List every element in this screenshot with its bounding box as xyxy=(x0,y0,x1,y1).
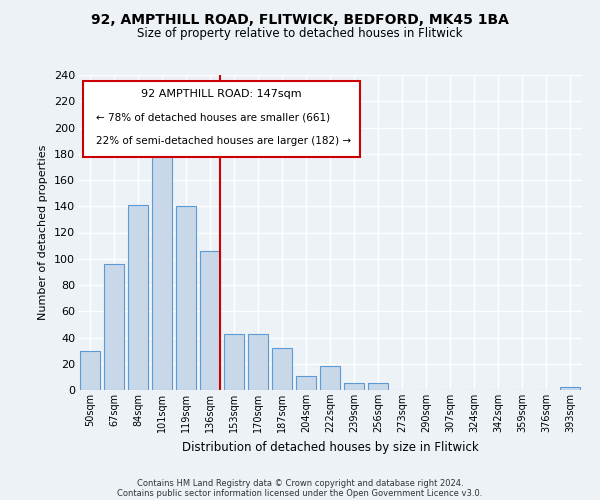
Bar xyxy=(224,334,244,390)
Bar xyxy=(344,384,364,390)
Bar xyxy=(152,147,172,390)
Text: 92, AMPTHILL ROAD, FLITWICK, BEDFORD, MK45 1BA: 92, AMPTHILL ROAD, FLITWICK, BEDFORD, MK… xyxy=(91,12,509,26)
Bar xyxy=(176,206,196,390)
Bar xyxy=(200,251,220,390)
Bar xyxy=(296,376,316,390)
Text: ← 78% of detached houses are smaller (661): ← 78% of detached houses are smaller (66… xyxy=(95,113,330,123)
Bar xyxy=(104,264,124,390)
Bar xyxy=(248,334,268,390)
Bar xyxy=(128,205,148,390)
Bar xyxy=(272,348,292,390)
Text: Size of property relative to detached houses in Flitwick: Size of property relative to detached ho… xyxy=(137,28,463,40)
X-axis label: Distribution of detached houses by size in Flitwick: Distribution of detached houses by size … xyxy=(182,440,478,454)
Text: Contains HM Land Registry data © Crown copyright and database right 2024.: Contains HM Land Registry data © Crown c… xyxy=(137,478,463,488)
Text: 22% of semi-detached houses are larger (182) →: 22% of semi-detached houses are larger (… xyxy=(95,136,351,146)
Text: Contains public sector information licensed under the Open Government Licence v3: Contains public sector information licen… xyxy=(118,488,482,498)
Bar xyxy=(560,388,580,390)
Bar xyxy=(368,384,388,390)
Text: 92 AMPTHILL ROAD: 147sqm: 92 AMPTHILL ROAD: 147sqm xyxy=(142,89,302,99)
Bar xyxy=(320,366,340,390)
FancyBboxPatch shape xyxy=(83,82,360,157)
Bar xyxy=(80,350,100,390)
Y-axis label: Number of detached properties: Number of detached properties xyxy=(38,145,49,320)
